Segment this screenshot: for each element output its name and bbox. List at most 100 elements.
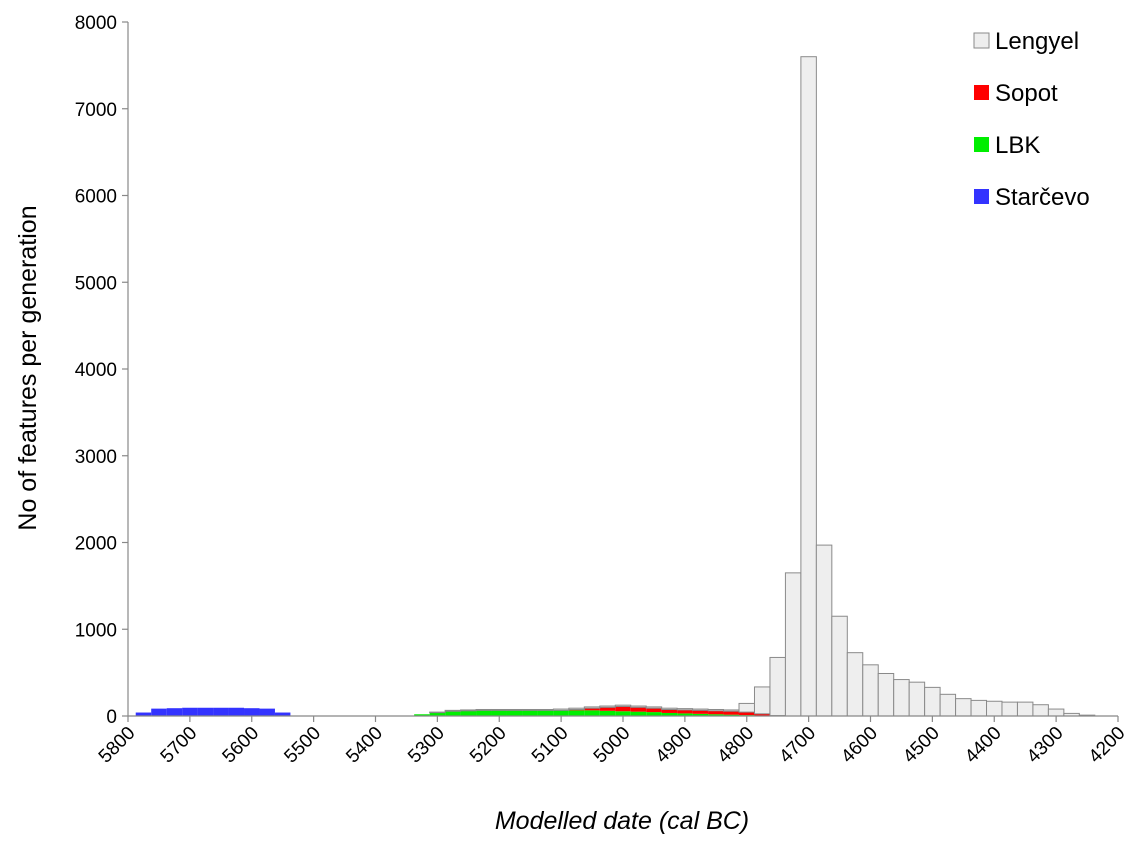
y-tick-label-4000: 4000 <box>75 360 117 381</box>
bar-lengyel-4500 <box>924 686 941 717</box>
bar-starevo-5575 <box>259 708 275 716</box>
bar-starevo-5725 <box>166 708 183 716</box>
bar-lengyel-4575 <box>877 672 895 717</box>
bar-lengyel-4600 <box>862 664 879 717</box>
x-tick-label-5400: 5400 <box>342 723 387 768</box>
bar-lbk-4850 <box>708 714 724 716</box>
x-tick-label-5000: 5000 <box>590 723 635 768</box>
bar-lengyel-4425 <box>970 699 988 717</box>
ticks-group: 0 1000 2000 3000 4000 5000 6000 7000 8000 5800 570… <box>75 13 1125 767</box>
bar-lengyel-4300 <box>1047 708 1065 717</box>
bar-lengyel-5250 <box>460 709 477 712</box>
x-tick-label-4700: 4700 <box>775 723 820 768</box>
y-axis-title: No of features per generation <box>14 205 42 530</box>
legend: Lengyel Sopot LBK Starčevo <box>973 28 1090 211</box>
bar-lengyel-4350 <box>1016 701 1034 717</box>
bar-lbk-4825 <box>723 714 740 716</box>
axes-group <box>127 22 1118 717</box>
bar-lengyel-5225 <box>475 708 493 711</box>
legend-label-lengyel: Lengyel <box>995 28 1079 55</box>
y-tick-label-0: 0 <box>106 707 117 728</box>
bar-sopot-5000 <box>615 706 631 712</box>
legend-swatch-lengyel <box>973 32 990 49</box>
x-tick-label-4300: 4300 <box>1023 723 1068 768</box>
y-tick-label-7000: 7000 <box>75 100 117 121</box>
bar-lbk-4900 <box>677 713 693 716</box>
bar-lbk-5025 <box>599 710 616 716</box>
bar-lbk-5275 <box>445 711 461 716</box>
bar-starevo-5600 <box>244 708 260 716</box>
bar-starevo-5775 <box>135 712 152 716</box>
legend-swatch-sopot <box>974 85 989 100</box>
bar-lbk-5175 <box>506 710 523 716</box>
bar-sopot-4950 <box>646 708 662 713</box>
bar-lengyel-5075 <box>568 707 585 710</box>
bar-lbk-5225 <box>476 710 492 716</box>
bar-lengyel-4650 <box>831 615 848 717</box>
bar-sopot-5025 <box>599 707 616 711</box>
bar-lengyel-4825 <box>723 709 740 712</box>
bar-lbk-4950 <box>646 712 662 716</box>
y-tick-label-2000: 2000 <box>75 534 117 555</box>
bar-lengyel-4950 <box>645 706 663 709</box>
x-tick-label-4900: 4900 <box>652 723 697 768</box>
x-tick-label-4800: 4800 <box>714 723 759 768</box>
bar-lbk-5050 <box>584 710 600 716</box>
bar-sopot-4800 <box>739 712 755 716</box>
bar-lengyel-4475 <box>939 693 957 717</box>
bar-lbk-5125 <box>537 710 554 716</box>
bar-starevo-5700 <box>182 707 198 716</box>
legend-swatch-starevo <box>974 189 989 204</box>
bar-lengyel-4850 <box>707 708 725 712</box>
bar-lengyel-4375 <box>1001 701 1018 717</box>
x-tick-label-4400: 4400 <box>961 723 1006 768</box>
bar-lbk-5100 <box>553 710 569 716</box>
bar-lengyel-4800 <box>738 702 755 713</box>
bar-lengyel-4750 <box>769 656 786 717</box>
bar-lbk-4875 <box>692 713 709 716</box>
bar-lbk-5150 <box>522 710 538 716</box>
bar-lengyel-4525 <box>908 681 926 717</box>
x-tick-label-5100: 5100 <box>528 723 573 768</box>
bar-lengyel-5025 <box>599 705 616 708</box>
y-tick-label-1000: 1000 <box>75 620 117 641</box>
x-tick-label-4200: 4200 <box>1085 723 1125 768</box>
bar-lengyel-5100 <box>552 708 570 711</box>
bars-group <box>135 56 1096 717</box>
bar-sopot-5050 <box>584 708 600 711</box>
y-tick-label-6000: 6000 <box>75 187 117 208</box>
bar-lbk-4925 <box>661 712 678 716</box>
y-tick-label-8000: 8000 <box>75 13 117 34</box>
x-tick-label-5600: 5600 <box>219 723 264 768</box>
bar-lengyel-4775 <box>753 686 771 715</box>
bar-lbk-5075 <box>568 710 585 716</box>
bar-lengyel-4900 <box>676 708 694 711</box>
bar-starevo-5650 <box>213 707 229 716</box>
legend-label-starevo: Starčevo <box>995 184 1090 211</box>
y-tick-label-5000: 5000 <box>75 273 117 294</box>
bar-lengyel-4725 <box>784 572 802 717</box>
bar-lengyel-4975 <box>630 705 647 708</box>
bar-sopot-4900 <box>677 709 693 714</box>
bar-starevo-5750 <box>151 708 167 716</box>
bar-lbk-5300 <box>429 712 446 716</box>
bar-lengyel-4675 <box>815 544 833 717</box>
bar-lengyel-4450 <box>955 698 972 717</box>
bar-lbk-5250 <box>460 710 477 716</box>
bar-lbk-5200 <box>491 710 507 716</box>
bar-lengyel-5125 <box>537 708 554 711</box>
bar-starevo-5550 <box>274 712 291 716</box>
bar-lbk-5325 <box>414 714 430 716</box>
bar-lengyel-5150 <box>521 708 539 711</box>
y-tick-label-3000: 3000 <box>75 447 117 468</box>
bar-lengyel-4875 <box>692 708 709 711</box>
bar-sopot-4975 <box>630 707 647 712</box>
legend-swatch-lbk <box>974 137 989 152</box>
legend-label-lbk: LBK <box>995 132 1040 159</box>
bar-lengyel-5000 <box>614 704 632 707</box>
x-tick-label-5500: 5500 <box>280 723 325 768</box>
bar-lengyel-5300 <box>429 711 446 714</box>
x-tick-label-5200: 5200 <box>466 723 511 768</box>
bar-lbk-5000 <box>615 711 631 716</box>
bar-lengyel-4550 <box>893 679 910 717</box>
